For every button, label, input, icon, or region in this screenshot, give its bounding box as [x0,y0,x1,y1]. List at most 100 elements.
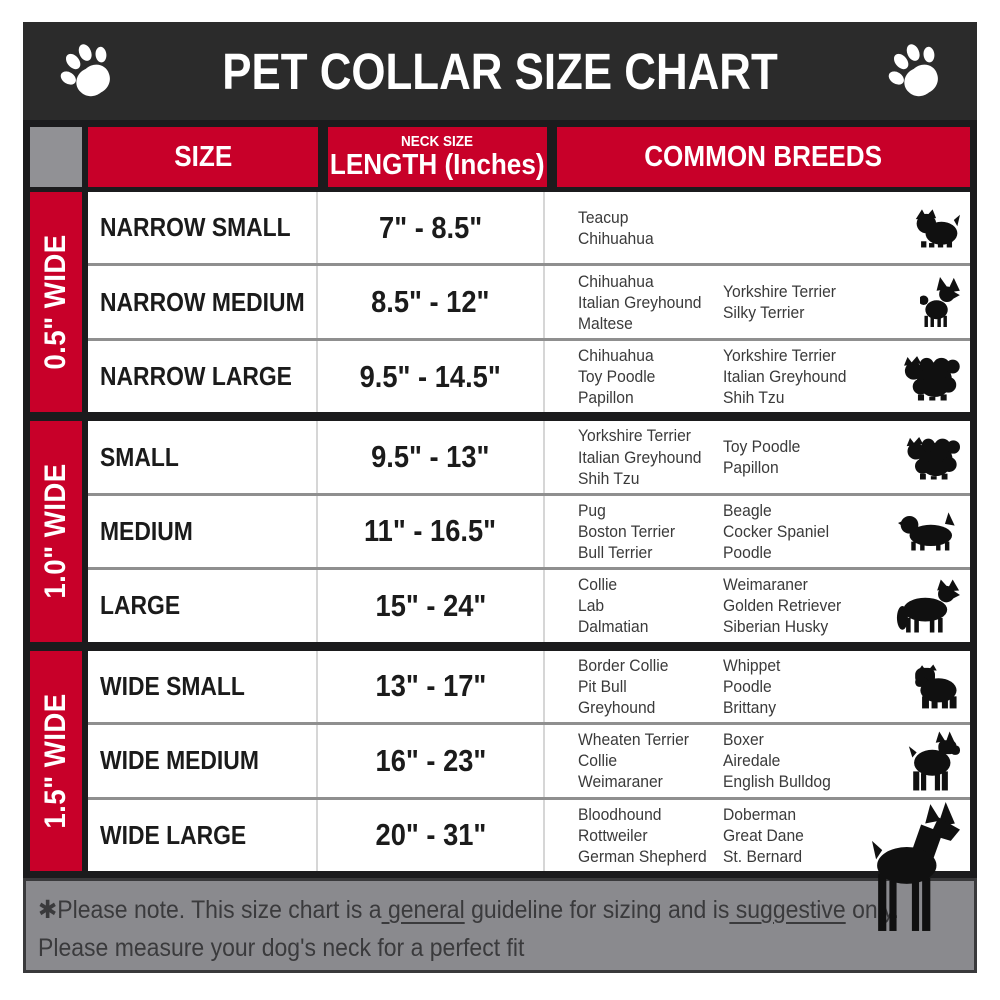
doberman-icon [872,801,960,931]
note-line-1-segment: ✱Please note. This size chart is a [38,896,382,924]
breed-name: Yorkshire Terrier [723,282,837,302]
header-size-label: SIZE [173,140,233,173]
header-corner-cell [30,127,82,187]
section-rows: WIDE SMALL 13" - 17" Border Collie Pit Bull… [88,650,970,931]
length-cell: 16" - 23" [318,725,545,797]
breeds-cell: Chihuahua Italian Greyhound Maltese Yorkshi… [545,266,970,337]
size-cell: NARROW MEDIUM [88,266,318,338]
breed-name: Boston Terrier [578,521,676,541]
breed-list-2: Beagle Cocker Spaniel Poodle [723,500,950,563]
breed-list-2: Doberman Great Dane St. Bernard [723,804,950,867]
size-cell: LARGE [88,570,318,642]
size-label: WIDE LARGE [100,819,247,850]
breed-name: Boxer [723,730,764,750]
paw-print-icon [55,43,117,99]
table-row: NARROW LARGE 9.5" - 14.5" Chihuahua Toy Poo… [88,340,970,413]
width-strip-label: 1.5" WIDE [39,693,72,829]
size-label: WIDE MEDIUM [100,745,259,776]
length-value: 11" - 16.5" [364,513,497,549]
breed-name: Maltese [578,313,633,333]
header-breeds-label: COMMON BREEDS [644,140,883,173]
breed-name: German Shepherd [578,846,707,866]
paw-print-icon [883,43,945,99]
note-line-1-segment: general [381,896,465,924]
boxer-icon [908,731,960,791]
breed-name: Chihuahua [578,345,654,365]
size-cell: WIDE SMALL [88,650,318,723]
breed-name: Siberian Husky [723,617,829,637]
length-cell: 8.5" - 12" [318,266,545,338]
breeds-cell: Teacup Chihuahua [545,192,970,263]
breed-list-1: Bloodhound Rottweiler German Shepherd [578,804,711,867]
header-size-cell: SIZE [88,127,318,187]
breeds-cell: Collie Lab Dalmatian Weimaraner Golden Retri… [545,570,970,641]
breed-name: Poodle [723,676,772,696]
size-cell: MEDIUM [88,495,318,568]
size-cell: NARROW SMALL [88,192,318,264]
length-value: 16" - 23" [375,742,486,778]
size-label: NARROW MEDIUM [100,286,305,317]
breed-name: Cocker Spaniel [723,521,830,541]
size-label: LARGE [100,590,181,621]
length-cell: 9.5" - 14.5" [318,340,545,413]
breed-name: Silky Terrier [723,303,805,323]
length-cell: 11" - 16.5" [318,495,545,568]
header-length-cell: NECK SIZE LENGTH (Inches) [328,127,547,187]
breed-name: Golden Retriever [723,596,842,616]
breed-name: Weimaraner [578,772,663,792]
breed-name: Rottweiler [578,825,648,845]
table-row: WIDE SMALL 13" - 17" Border Collie Pit Bull… [88,650,970,723]
breed-list-2: Boxer Airedale English Bulldog [723,729,950,792]
page-title: PET COLLAR SIZE CHART [222,42,778,100]
width-strip-label: 0.5" WIDE [39,234,72,370]
table-header-row: SIZE NECK SIZE LENGTH (Inches) COMMON BR… [30,127,970,187]
breed-name: Poodle [723,543,772,563]
width-strip-label: 1.0" WIDE [39,463,72,600]
breed-list-1: Border Collie Pit Bull Greyhound [578,655,711,718]
length-value: 15" - 24" [375,587,486,623]
breed-name: Lab [578,596,605,616]
size-cell: NARROW LARGE [88,340,318,413]
size-cell: WIDE LARGE [88,799,318,871]
breed-name: Whippet [723,655,781,675]
breed-name: Bloodhound [578,804,662,824]
width-section: 0.5" WIDE NARROW SMALL 7" - 8.5" Teacup Chih… [30,192,970,413]
size-label: MEDIUM [100,515,193,546]
breed-list-2: Toy Poodle Papillon [723,436,950,478]
note-line-1-segment: suggestive [729,896,846,924]
length-value: 13" - 17" [375,668,486,704]
breed-list-2: Whippet Poodle Brittany [723,655,950,718]
breed-list-2: Weimaraner Golden Retriever Siberian Husky [723,574,950,637]
breed-name: Toy Poodle [723,436,801,456]
table-row: SMALL 9.5" - 13" Yorkshire Terrier Italian … [88,421,970,493]
width-section: 1.0" WIDE SMALL 9.5" - 13" Yorkshire Terrie… [30,421,970,642]
length-cell: 13" - 17" [318,650,545,723]
breed-name: Papillon [578,388,634,408]
note-line-1: ✱Please note. This size chart is a gener… [38,892,899,930]
breed-name: Papillon [723,458,779,478]
header-breeds-cell: COMMON BREEDS [557,127,970,187]
breed-list-2: Yorkshire Terrier Italian Greyhound Shih T… [723,345,950,408]
table-row: WIDE LARGE 20" - 31" Bloodhound Rottweiler G… [88,799,970,931]
length-value: 9.5" - 13" [371,439,490,475]
breed-name: Brittany [723,697,777,717]
table-row: NARROW SMALL 7" - 8.5" Teacup Chihuahua [88,192,970,264]
breeds-cell: Chihuahua Toy Poodle Papillon Yorkshire Ter… [545,341,970,412]
width-strip: 1.5" WIDE [30,650,82,871]
breed-name: Beagle [723,500,772,520]
length-value: 9.5" - 14.5" [359,358,502,394]
length-cell: 7" - 8.5" [318,192,545,264]
width-section: 1.5" WIDE WIDE SMALL 13" - 17" Border Colli… [30,650,970,931]
breed-name: Doberman [723,804,797,824]
breed-name: Border Collie [578,655,669,675]
breed-name: Yorkshire Terrier [723,345,837,365]
length-cell: 20" - 31" [318,799,545,871]
breed-name: Chihuahua [578,271,654,291]
width-strip: 0.5" WIDE [30,192,82,413]
shepherd-icon [896,579,960,633]
breed-list-1: Pug Boston Terrier Bull Terrier [578,500,711,563]
beagle-icon [898,512,960,551]
breed-list-1: Chihuahua Toy Poodle Papillon [578,345,711,408]
header-neck-size-label: NECK SIZE [401,132,474,150]
breed-name: Greyhound [578,697,656,717]
